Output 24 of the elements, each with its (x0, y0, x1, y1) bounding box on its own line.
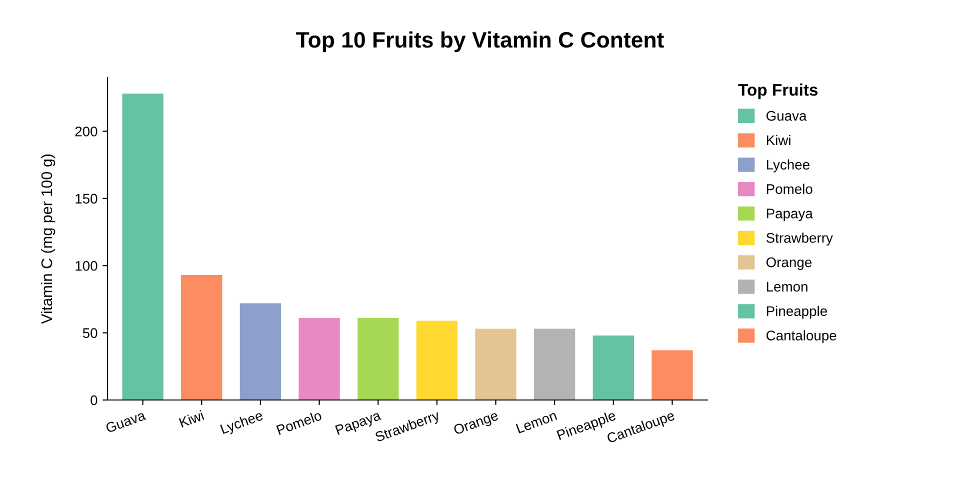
legend-title: Top Fruits (738, 84, 818, 100)
legend-label: Orange (766, 257, 812, 270)
legend-label: Lychee (766, 159, 810, 172)
x-tick-label: Lemon (516, 410, 558, 434)
x-tick-label: Kiwi (178, 410, 204, 428)
legend-label: Guava (766, 110, 807, 121)
legend-label: Papaya (766, 208, 813, 222)
legend-label: Strawberry (766, 232, 833, 246)
y-tick-label: 0 (90, 395, 98, 406)
x-tick-label: Guava (105, 410, 146, 434)
legend-label: Pomelo (766, 184, 812, 194)
y-tick-label: 150 (76, 194, 98, 204)
legend-label: Cantaloupe (766, 330, 836, 344)
legend-label: Kiwi (766, 134, 790, 146)
y-tick-label: 100 (76, 260, 98, 271)
y-tick-label: 50 (82, 328, 98, 338)
x-tick-label: Orange (452, 410, 500, 438)
x-tick-label: Pomelo (276, 410, 322, 436)
x-tick-label: Lychee (220, 410, 264, 437)
chart-title: Top 10 Fruits by Vitamin C Content (296, 31, 664, 52)
y-tick-label: 200 (75, 126, 98, 136)
legend-label: Pineapple (766, 306, 827, 319)
legend-label: Lemon (766, 282, 808, 292)
y-axis-title: Vitamin C (mg per 100 g) (40, 154, 56, 324)
